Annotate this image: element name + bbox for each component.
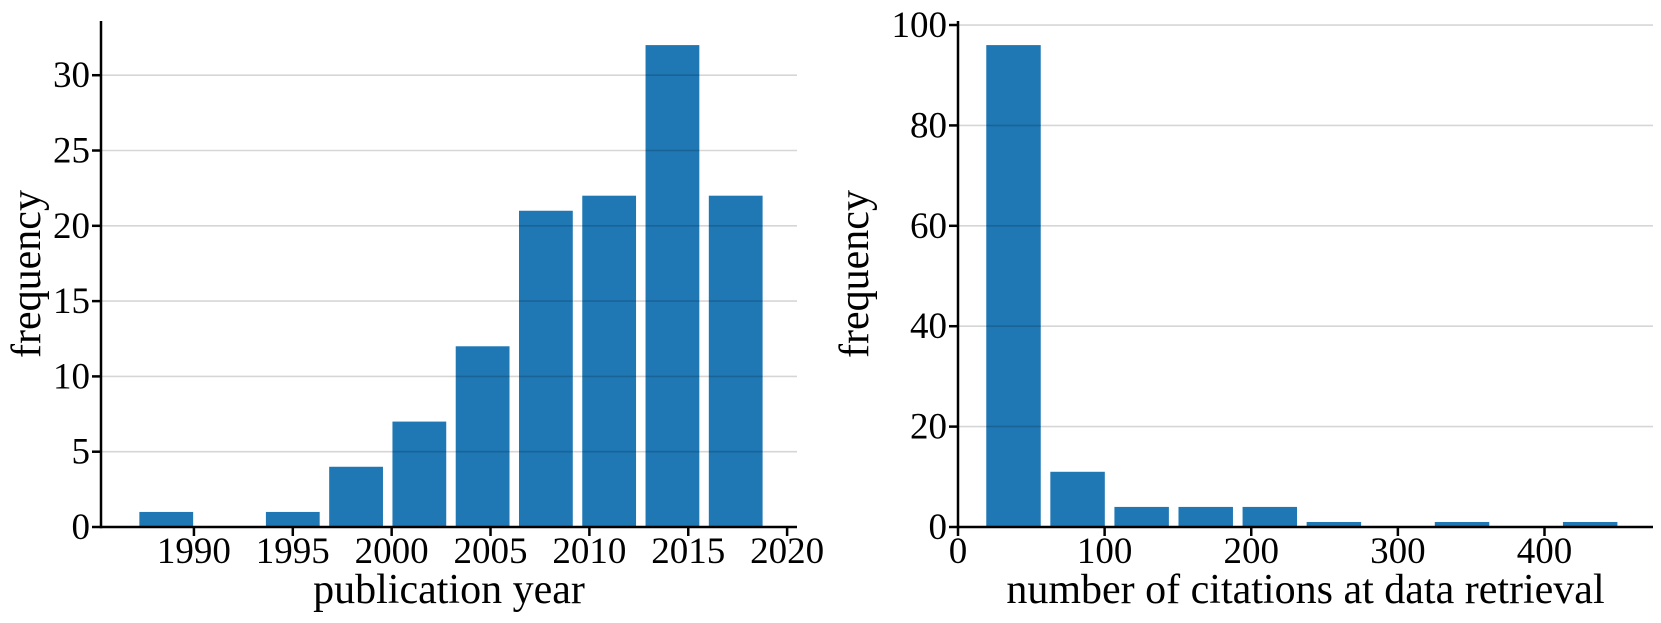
y-tick-label: 100 [892, 5, 948, 46]
histogram-bar [392, 421, 447, 527]
histogram-bar [1242, 506, 1298, 527]
histogram-bar [1050, 471, 1105, 527]
histogram-bar [139, 511, 194, 527]
y-axis-label: frequency [832, 190, 878, 358]
histogram-bar [1178, 506, 1233, 527]
publication-year-histogram: 1990 1995 2000 2005 2010 2015 2020 0 5 10 15 20 25 30… [0, 0, 830, 623]
x-tick-label: 2005 [454, 531, 528, 572]
y-axis-label: frequency [4, 190, 50, 358]
histogram-bar [1434, 521, 1490, 527]
x-tick-label: 100 [1077, 531, 1133, 572]
histogram-bar [1114, 506, 1169, 527]
y-tick-label: 80 [910, 105, 947, 146]
y-tick-label: 20 [910, 407, 947, 448]
x-tick-label: 300 [1370, 531, 1426, 572]
y-tick-label: 60 [910, 206, 947, 247]
x-axis-label: number of citations at data retrieval [1006, 567, 1604, 613]
y-tick-label: 5 [72, 432, 91, 473]
histogram-bar [1306, 521, 1362, 527]
chart-canvas: 1990 1995 2000 2005 2010 2015 2020 0 5 10 15 20 25 30… [4, 21, 824, 613]
histogram-bar [265, 511, 320, 527]
x-tick-label: 1990 [157, 531, 231, 572]
y-tick-label: 25 [53, 131, 90, 172]
y-tick-label: 40 [910, 306, 947, 347]
y-tick-label: 10 [53, 356, 90, 397]
y-tick-label: 0 [72, 507, 91, 548]
x-tick-label: 2020 [750, 531, 824, 572]
y-tick-label: 30 [53, 55, 90, 96]
histogram-bar [1562, 521, 1618, 527]
x-tick-label: 1995 [256, 531, 330, 572]
x-tick-label: 2015 [651, 531, 725, 572]
histogram-bar [455, 346, 510, 527]
histogram-bar [708, 195, 763, 527]
x-tick-label: 400 [1517, 531, 1573, 572]
y-tick-label: 15 [53, 281, 90, 322]
x-axis-label: publication year [313, 567, 585, 613]
x-tick-label: 0 [949, 531, 968, 572]
histogram-bar [329, 466, 383, 527]
histogram-bar [582, 195, 637, 527]
y-tick-label: 20 [53, 206, 90, 247]
histogram-bar [986, 45, 1041, 527]
citations-histogram: 0 100 200 300 400 0 20 40 60 80 100 number of citat… [830, 0, 1661, 623]
histogram-bar [645, 45, 700, 527]
x-tick-label: 2000 [355, 531, 429, 572]
y-tick-label: 0 [929, 507, 948, 548]
x-tick-label: 200 [1223, 531, 1279, 572]
x-tick-label: 2010 [552, 531, 626, 572]
histogram-bar [518, 210, 573, 527]
